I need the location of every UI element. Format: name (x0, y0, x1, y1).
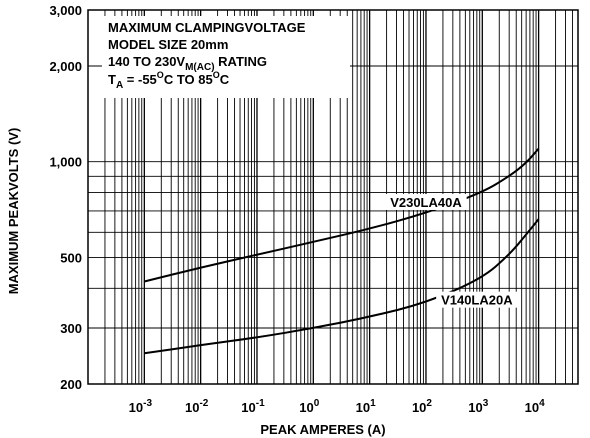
series-label-1: V140LA20A (441, 293, 513, 308)
series-line-1 (144, 218, 540, 355)
x-tick-label: 10-3 (129, 398, 153, 415)
y-axis-label: MAXIMUM PEAKVOLTS (V) (6, 128, 21, 295)
series-line-0 (144, 147, 540, 283)
series-label-0: V230LA40A (390, 195, 462, 210)
chart-title-line-2: MODEL SIZE 20mm (108, 37, 228, 52)
y-tick-label: 500 (60, 250, 82, 265)
x-tick-label: 101 (356, 398, 376, 415)
x-tick-label: 104 (525, 398, 545, 415)
x-tick-label: 100 (299, 398, 319, 415)
y-tick-label: 200 (60, 377, 82, 392)
chart-title-line-1: MAXIMUM CLAMPINGVOLTAGE (108, 20, 306, 35)
series-layer (144, 147, 540, 355)
y-tick-label: 2,000 (49, 59, 82, 74)
plot-frame (87, 9, 579, 385)
y-tick-label: 3,000 (49, 3, 82, 18)
x-tick-label: 10-2 (185, 398, 209, 415)
y-tick-label: 1,000 (49, 155, 82, 170)
series-label-bg (436, 291, 518, 308)
y-tick-labels: 200 300 500 1,000 2,000 3,000 (49, 3, 82, 392)
x-tick-label: 10-1 (241, 398, 265, 415)
x-tick-label: 103 (468, 398, 488, 415)
x-tick-label: 102 (412, 398, 432, 415)
y-tick-label: 300 (60, 321, 82, 336)
chart-title-line-3: 140 TO 230VM(AC) RATING (108, 54, 267, 73)
x-axis-label: PEAK AMPERES (A) (260, 422, 385, 437)
chart-title-line-4: TA = -55OC TO 85OC (108, 70, 230, 91)
title-background (102, 16, 350, 98)
series-label-bg (385, 193, 467, 210)
x-tick-labels: 10-3 10-2 10-1 100 101 102 103 104 (129, 398, 545, 415)
series-labels: V230LA40A V140LA20A (385, 193, 518, 308)
